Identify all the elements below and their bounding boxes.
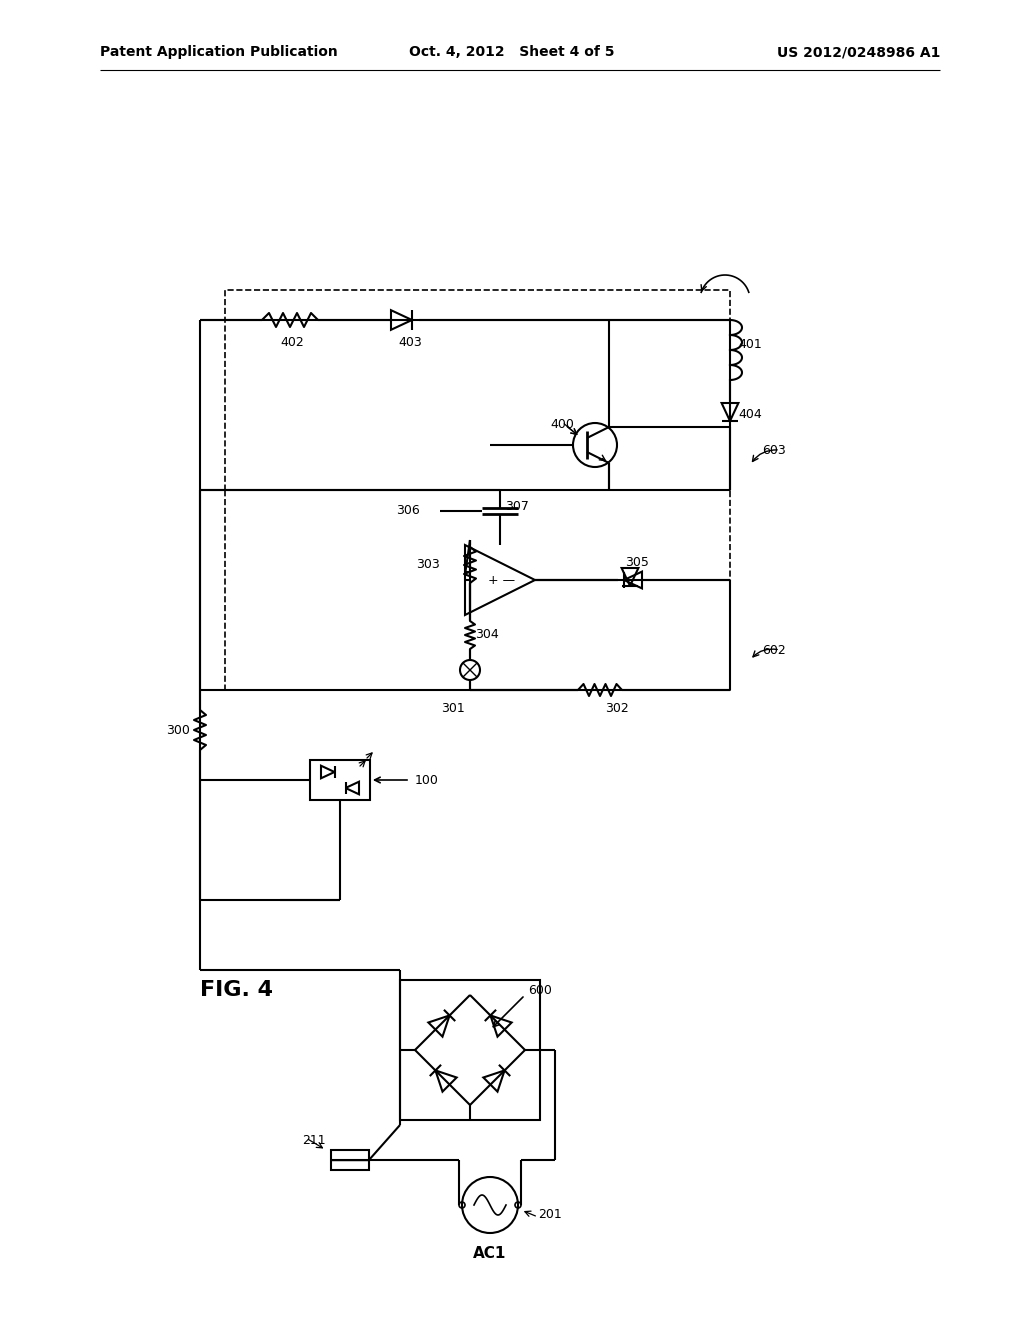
Text: 600: 600 bbox=[528, 983, 552, 997]
Bar bbox=[225, 490, 730, 690]
Text: Oct. 4, 2012   Sheet 4 of 5: Oct. 4, 2012 Sheet 4 of 5 bbox=[410, 45, 614, 59]
Text: Patent Application Publication: Patent Application Publication bbox=[100, 45, 338, 59]
Text: 400: 400 bbox=[550, 418, 573, 432]
Text: 404: 404 bbox=[738, 408, 762, 421]
Text: 201: 201 bbox=[538, 1209, 562, 1221]
Text: 306: 306 bbox=[396, 503, 420, 516]
Bar bbox=[400, 979, 540, 1119]
Text: 602: 602 bbox=[762, 644, 785, 656]
Text: 305: 305 bbox=[625, 556, 649, 569]
Text: 307: 307 bbox=[505, 500, 528, 513]
Bar bbox=[310, 760, 370, 800]
Text: FIG. 4: FIG. 4 bbox=[200, 979, 273, 1001]
Text: 301: 301 bbox=[441, 701, 465, 714]
Text: 403: 403 bbox=[398, 335, 422, 348]
Text: 401: 401 bbox=[738, 338, 762, 351]
Bar bbox=[225, 290, 730, 490]
Text: 402: 402 bbox=[280, 335, 304, 348]
Text: 211: 211 bbox=[302, 1134, 326, 1147]
Text: US 2012/0248986 A1: US 2012/0248986 A1 bbox=[776, 45, 940, 59]
Text: 300: 300 bbox=[166, 723, 190, 737]
Bar bbox=[331, 1150, 369, 1170]
Text: 302: 302 bbox=[605, 701, 629, 714]
Text: AC1: AC1 bbox=[473, 1246, 507, 1261]
Text: 100: 100 bbox=[415, 774, 439, 787]
Text: 603: 603 bbox=[762, 444, 785, 457]
Text: + —: + — bbox=[488, 573, 515, 586]
Text: 303: 303 bbox=[416, 558, 440, 572]
Text: 304: 304 bbox=[475, 628, 499, 642]
